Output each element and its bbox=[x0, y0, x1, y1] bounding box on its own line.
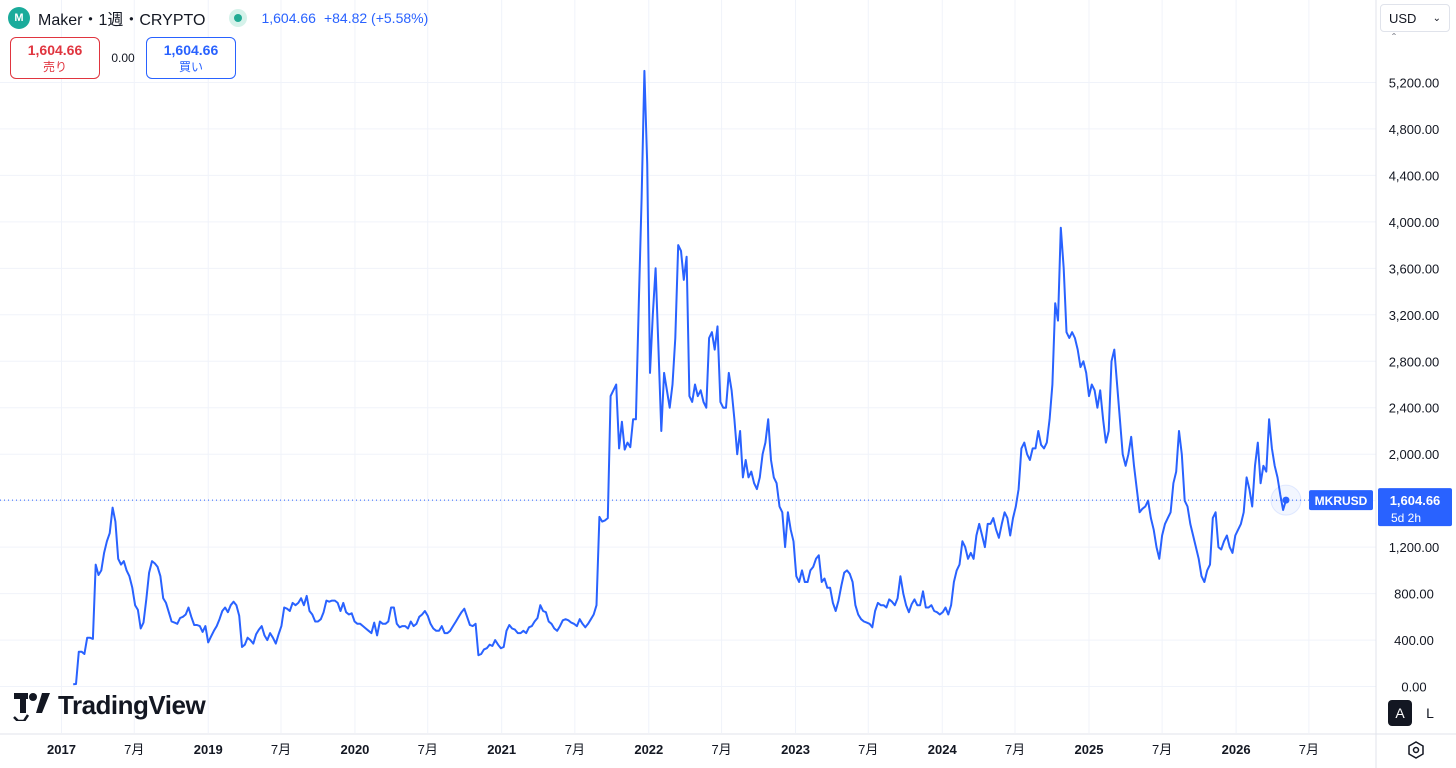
currency-select[interactable]: USD ⌄ bbox=[1380, 4, 1450, 32]
y-tick-label: 4,000.00 bbox=[1389, 215, 1440, 230]
axis-caret-icon: ˆ bbox=[1392, 31, 1396, 45]
x-tick-label: 2019 bbox=[194, 742, 223, 757]
x-tick-label: 7月 bbox=[1152, 742, 1172, 757]
y-tick-label: 2,000.00 bbox=[1389, 447, 1440, 462]
maker-logo-icon: M bbox=[8, 7, 30, 29]
x-tick-label: 2025 bbox=[1075, 742, 1104, 757]
symbol-tag: MKRUSD bbox=[1315, 494, 1368, 508]
series-layer bbox=[0, 69, 1376, 686]
x-tick-label: 2026 bbox=[1222, 742, 1251, 757]
sell-price: 1,604.66 bbox=[27, 41, 83, 58]
chevron-down-icon: ⌄ bbox=[1432, 12, 1441, 24]
brand-name: TradingView bbox=[58, 690, 206, 720]
x-tick-label: 7月 bbox=[418, 742, 438, 757]
price-change: +84.82 (+5.58%) bbox=[323, 10, 429, 26]
currency-value: USD bbox=[1389, 10, 1417, 26]
buy-price: 1,604.66 bbox=[163, 41, 219, 58]
settings-icon[interactable] bbox=[1405, 739, 1427, 761]
x-tick-label: 7月 bbox=[565, 742, 585, 757]
gear-icon bbox=[1408, 741, 1424, 759]
last-price: 1,604.66 bbox=[261, 10, 316, 26]
tradingview-logo[interactable]: TradingView bbox=[12, 690, 206, 721]
tradingview-mark-icon bbox=[13, 692, 50, 721]
x-tick-label: 2020 bbox=[340, 742, 369, 757]
bar-countdown: 5d 2h bbox=[1391, 511, 1421, 525]
y-tick-label: 400.00 bbox=[1394, 633, 1434, 648]
symbol-title[interactable]: Maker・1週・CRYPTO bbox=[38, 12, 206, 29]
y-tick-label: 3,200.00 bbox=[1389, 308, 1440, 323]
x-tick-label: 2023 bbox=[781, 742, 810, 757]
x-tick-label: 2024 bbox=[928, 742, 958, 757]
x-tick-label: 2021 bbox=[487, 742, 516, 757]
x-tick-label: 7月 bbox=[1005, 742, 1025, 757]
x-tick-label: 2017 bbox=[47, 742, 76, 757]
buy-label: 買い bbox=[178, 59, 203, 74]
series-line bbox=[73, 69, 1287, 686]
x-tick-label: 2022 bbox=[634, 742, 663, 757]
y-tick-label: 3,600.00 bbox=[1389, 261, 1440, 276]
y-tick-label: 5,200.00 bbox=[1389, 75, 1440, 90]
y-tick-label: 2,800.00 bbox=[1389, 354, 1440, 369]
buy-button[interactable]: 1,604.66 買い bbox=[146, 37, 236, 79]
y-tick-label: 4,400.00 bbox=[1389, 168, 1440, 183]
trade-panel: 1,604.66 売り 0.00 1,604.66 買い bbox=[10, 37, 236, 79]
market-status-icon[interactable] bbox=[229, 9, 248, 27]
current-price-label: 1,604.66 bbox=[1390, 493, 1441, 508]
y-tick-label: 2,400.00 bbox=[1389, 401, 1440, 416]
x-tick-label: 7月 bbox=[1299, 742, 1319, 757]
x-tick-label: 7月 bbox=[858, 742, 878, 757]
x-tick-label: 7月 bbox=[271, 742, 291, 757]
y-tick-label: 0.00 bbox=[1401, 680, 1426, 695]
last-point bbox=[1282, 496, 1290, 504]
chart-header: M Maker・1週・CRYPTO 1,604.66 +84.82 (+5.58… bbox=[8, 4, 428, 32]
scale-controls: A L bbox=[1388, 700, 1442, 726]
x-tick-label: 7月 bbox=[124, 742, 144, 757]
spread-value: 0.00 bbox=[111, 51, 135, 65]
sell-label: 売り bbox=[42, 59, 67, 74]
symbol-tag-bg bbox=[1309, 490, 1373, 511]
price-labels: MKRUSD 1,604.66 5d 2h bbox=[1309, 488, 1452, 527]
x-tick-label: 7月 bbox=[711, 742, 731, 757]
y-tick-label: 800.00 bbox=[1394, 587, 1434, 602]
grid bbox=[0, 0, 1376, 733]
y-tick-label: 1,200.00 bbox=[1389, 540, 1440, 555]
log-scale-button[interactable]: L bbox=[1426, 705, 1434, 721]
auto-scale-button[interactable]: A bbox=[1388, 700, 1412, 726]
price-tag-bg bbox=[1378, 488, 1452, 527]
y-tick-label: 4,800.00 bbox=[1389, 122, 1440, 137]
sell-button[interactable]: 1,604.66 売り bbox=[10, 37, 100, 79]
